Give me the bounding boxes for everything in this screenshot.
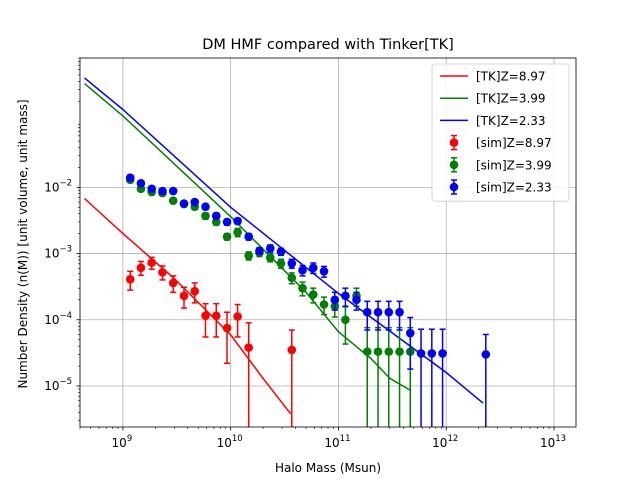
- data-point: [373, 347, 383, 356]
- data-point: [373, 307, 383, 317]
- data-point: [201, 211, 210, 221]
- data-point: [308, 263, 318, 273]
- plot-frame: [79, 57, 577, 428]
- chart-title: DM HMF compared with Tinker[TK]: [202, 37, 454, 53]
- data-point: [405, 328, 415, 338]
- data-point: [319, 266, 329, 276]
- data-point: [211, 211, 221, 221]
- data-point: [190, 286, 200, 296]
- data-point: [168, 278, 178, 288]
- x-tick-label-4: 1013: [540, 434, 566, 450]
- legend-item-4: [sim]Z=3.99: [449, 157, 552, 173]
- data-point: [125, 173, 135, 182]
- axes: 109 1010 1011 1012 1013 10−5 10−4 10−3 10−2: [44, 57, 577, 450]
- data-point: [147, 258, 156, 267]
- data-point: [158, 268, 167, 277]
- data-point: [158, 186, 167, 196]
- line-series-1: [84, 83, 412, 392]
- data-point: [427, 349, 437, 358]
- data-point: [287, 345, 297, 355]
- legend-item-2: [TK]Z=2.33: [440, 114, 546, 128]
- y-axis-title: Number Density (n(M)) [unit volume, unit…: [16, 99, 30, 388]
- data-point: [168, 186, 178, 196]
- data-point: [362, 307, 372, 317]
- x-tick-label-2: 1011: [324, 434, 350, 450]
- data-point: [287, 273, 297, 283]
- data-point: [276, 259, 286, 268]
- data-point: [125, 274, 135, 284]
- data-point: [211, 311, 221, 321]
- data-point: [222, 217, 232, 227]
- legend-item-1: [TK]Z=3.99: [440, 92, 546, 106]
- data-point: [384, 347, 394, 356]
- legend-label: [TK]Z=3.99: [476, 92, 546, 106]
- data-point: [341, 315, 350, 325]
- data-point: [298, 265, 307, 275]
- legend-item-0: [TK]Z=8.97: [440, 70, 546, 84]
- data-point: [319, 300, 329, 309]
- data-point: [179, 199, 189, 208]
- data-point: [168, 196, 178, 205]
- legend: [TK]Z=8.97 [TK]Z=3.99 [TK]Z=2.33 [sim]Z=8.9…: [431, 63, 570, 202]
- y-tick-label-2: 10−3: [44, 245, 72, 261]
- data-point: [222, 323, 232, 333]
- data-point: [233, 216, 242, 226]
- plot-area: [83, 77, 491, 427]
- data-point: [201, 311, 210, 321]
- data-point: [233, 227, 242, 237]
- data-point: [416, 349, 426, 358]
- data-point: [179, 291, 189, 301]
- data-point: [395, 307, 404, 317]
- data-point: [298, 283, 307, 293]
- data-point: [147, 184, 156, 194]
- legend-label: [sim]Z=8.97: [476, 136, 552, 150]
- x-axis-title: Halo Mass (Msun): [275, 461, 381, 475]
- x-tick-label-0: 109: [112, 434, 133, 450]
- legend-swatch-marker: [449, 182, 459, 192]
- x-tick-label-1: 1010: [217, 434, 243, 450]
- data-point: [265, 253, 275, 262]
- legend-swatch-marker: [449, 160, 459, 170]
- data-point: [190, 197, 200, 207]
- data-point: [244, 251, 254, 260]
- legend-label: [sim]Z=3.99: [476, 158, 552, 172]
- data-point: [341, 291, 350, 301]
- line-series-0: [83, 197, 292, 415]
- y-tick-label-3: 10−2: [44, 178, 72, 194]
- legend-swatch-marker: [449, 138, 459, 147]
- data-point: [330, 295, 340, 305]
- data-point: [244, 232, 254, 241]
- data-point: [438, 349, 447, 358]
- points-series-2: [125, 173, 491, 427]
- y-tick-label-1: 10−4: [44, 311, 72, 327]
- data-point: [255, 246, 264, 256]
- data-point: [222, 232, 232, 241]
- data-point: [352, 295, 361, 305]
- legend-label: [TK]Z=2.33: [476, 114, 546, 128]
- data-point: [265, 244, 275, 253]
- points-series-0: [125, 256, 297, 427]
- data-point: [395, 347, 404, 356]
- legend-label: [TK]Z=8.97: [476, 70, 546, 84]
- data-point: [276, 247, 286, 256]
- data-point: [136, 263, 146, 273]
- data-point: [384, 307, 394, 317]
- data-point: [201, 202, 210, 212]
- legend-item-3: [sim]Z=8.97: [449, 134, 552, 151]
- y-tick-label-0: 10−5: [44, 377, 72, 393]
- legend-item-5: [sim]Z=2.33: [449, 179, 552, 195]
- data-point: [481, 350, 491, 359]
- data-point: [244, 343, 254, 352]
- data-point: [287, 259, 297, 268]
- data-point: [233, 312, 242, 321]
- data-point: [362, 347, 372, 356]
- x-tick-label-3: 1012: [432, 434, 458, 450]
- legend-label: [sim]Z=2.33: [476, 181, 552, 195]
- data-point: [136, 179, 146, 188]
- data-point: [308, 290, 318, 299]
